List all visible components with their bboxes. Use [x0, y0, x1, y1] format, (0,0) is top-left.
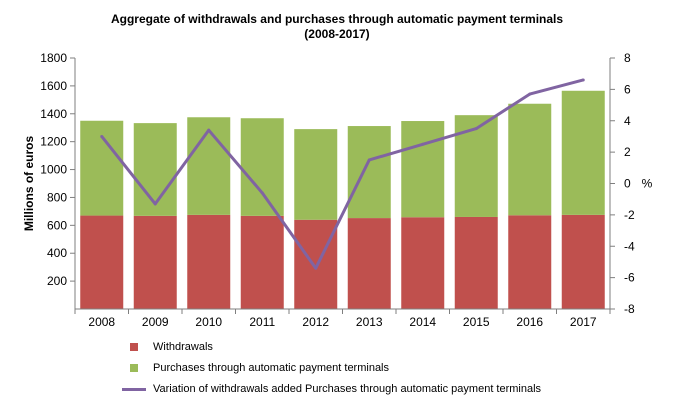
x-tick-label-2008: 2008 — [88, 315, 115, 329]
y-left-tick-label-1200: 1200 — [40, 135, 67, 149]
labels-layer: 200 400 600 800 1000 1200 1400 1600 1800 -8 -6 -4 -2… — [22, 51, 653, 329]
point-variation-2009 — [153, 202, 157, 206]
x-tick-label-2012: 2012 — [302, 315, 329, 329]
y-left-tick-label-800: 800 — [47, 190, 67, 204]
chart-title-line-2: (2008-2017) — [304, 27, 370, 41]
legend-label-purchases: Purchases through automatic payment term… — [153, 362, 390, 374]
y-right-tick-label-2: 2 — [624, 145, 631, 159]
bar-withdrawals-2011 — [240, 215, 284, 309]
bar-purchases-2012 — [294, 129, 338, 220]
chart-title-line-1: Aggregate of withdrawals and purchases t… — [110, 12, 564, 26]
point-variation-2011 — [260, 191, 264, 195]
x-tick-label-2014: 2014 — [409, 315, 436, 329]
y-right-tick-label--4: -4 — [624, 239, 635, 253]
line-variation — [100, 78, 584, 270]
point-variation-2016 — [528, 92, 532, 96]
bar-withdrawals-2016 — [508, 215, 552, 309]
point-variation-2012 — [314, 266, 318, 270]
y-left-tick-label-1600: 1600 — [40, 79, 67, 93]
bar-withdrawals-2012 — [294, 219, 338, 309]
point-variation-2017 — [581, 78, 585, 82]
point-variation-2015 — [474, 127, 478, 131]
legend-label-withdrawals: Withdrawals — [153, 341, 213, 353]
bar-withdrawals-2014 — [401, 217, 445, 309]
y-left-tick-label-1000: 1000 — [40, 163, 67, 177]
x-tick-label-2009: 2009 — [142, 315, 169, 329]
bar-withdrawals-2013 — [347, 218, 391, 309]
y-right-tick-label-8: 8 — [624, 51, 631, 65]
y-right-tick-label--8: -8 — [624, 302, 635, 316]
bar-purchases-2010 — [187, 117, 231, 215]
y-left-tick-label-200: 200 — [47, 274, 67, 288]
y-right-tick-label-6: 6 — [624, 82, 631, 96]
y-left-tick-label-400: 400 — [47, 246, 67, 260]
bar-withdrawals-2015 — [454, 216, 498, 309]
y-right-tick-label--2: -2 — [624, 208, 635, 222]
y-right-tick-label--6: -6 — [624, 271, 635, 285]
y-left-tick-label-1800: 1800 — [40, 51, 67, 65]
chart-title: Aggregate of withdrawals and purchases t… — [0, 12, 674, 42]
bar-purchases-2015 — [454, 115, 498, 217]
y-right-tick-label-4: 4 — [624, 114, 631, 128]
y2-axis-label: % — [642, 177, 653, 191]
bar-purchases-2013 — [347, 126, 391, 219]
x-tick-label-2010: 2010 — [195, 315, 222, 329]
legend-swatch-withdrawals — [130, 343, 138, 351]
x-tick-label-2013: 2013 — [356, 315, 383, 329]
y-right-tick-label-0: 0 — [624, 177, 631, 191]
x-tick-label-2011: 2011 — [249, 315, 275, 329]
y-left-tick-label-1400: 1400 — [40, 107, 67, 121]
point-variation-2010 — [207, 128, 211, 132]
bar-purchases-2011 — [240, 118, 284, 216]
legend-swatch-variation — [122, 388, 146, 391]
bars-layer — [80, 90, 605, 309]
x-tick-label-2015: 2015 — [463, 315, 490, 329]
bar-purchases-2016 — [508, 103, 552, 216]
bar-withdrawals-2010 — [187, 214, 231, 309]
point-variation-2008 — [100, 134, 104, 138]
bar-withdrawals-2009 — [133, 215, 177, 309]
bar-purchases-2017 — [561, 90, 605, 215]
point-variation-2013 — [367, 158, 371, 162]
bar-withdrawals-2017 — [561, 214, 605, 309]
bar-purchases-2009 — [133, 123, 177, 216]
bar-purchases-2014 — [401, 121, 445, 218]
bar-withdrawals-2008 — [80, 215, 124, 309]
axes-layer — [70, 57, 615, 314]
legend-swatch-purchases — [130, 364, 138, 372]
point-variation-2014 — [421, 142, 425, 146]
line-layer — [100, 78, 585, 270]
x-tick-label-2017: 2017 — [570, 315, 597, 329]
y-axis-label: Millions of euros — [22, 136, 36, 232]
x-tick-label-2016: 2016 — [516, 315, 543, 329]
legend-label-variation: Variation of withdrawals added Purchases… — [153, 383, 542, 395]
y-left-tick-label-600: 600 — [47, 218, 67, 232]
